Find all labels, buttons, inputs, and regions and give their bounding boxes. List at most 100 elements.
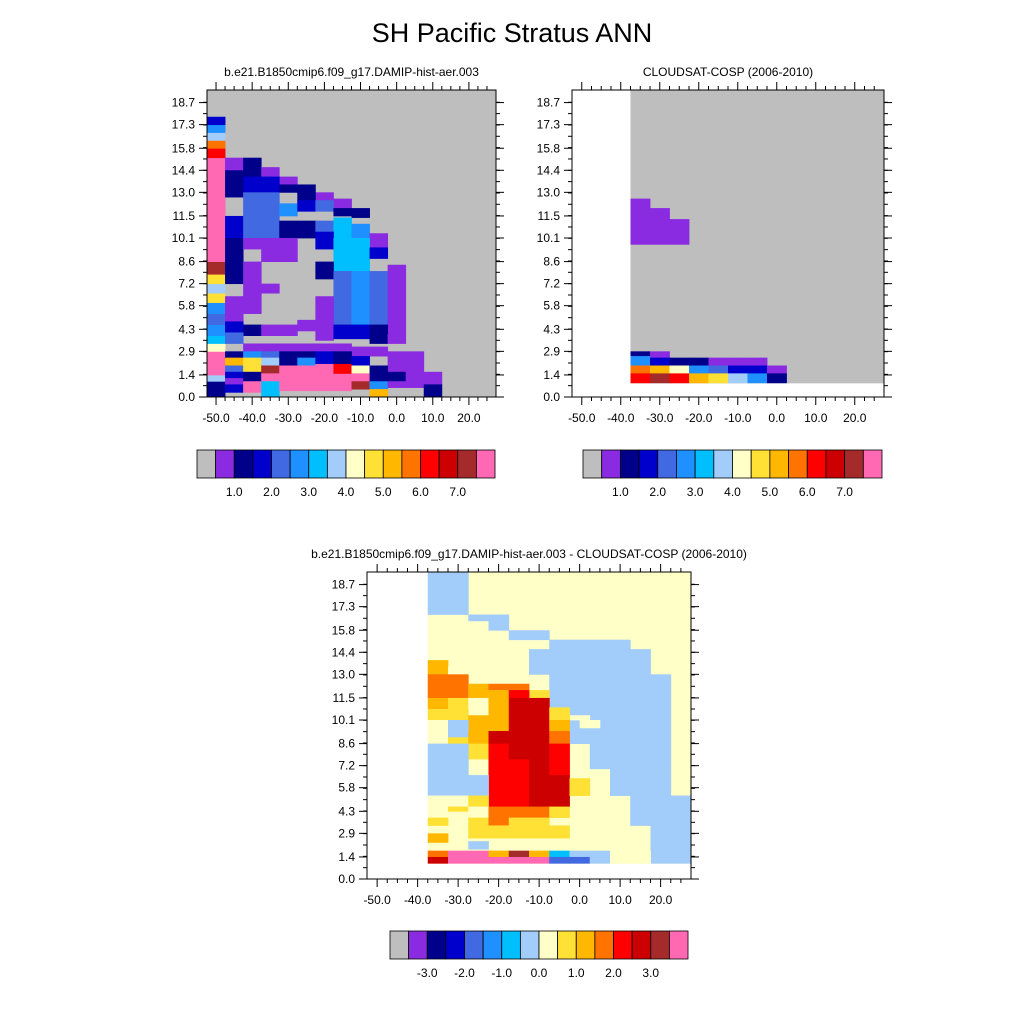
heatmap-cell [207, 140, 226, 149]
heatmap-cell [508, 806, 550, 818]
heatmap-cell [333, 363, 352, 374]
colorbar-swatch [382, 449, 403, 479]
heatmap-cell [351, 381, 370, 390]
heatmap-cell [448, 737, 469, 745]
x-tick-label: 20.0 [457, 411, 481, 425]
heatmap-cell [243, 324, 262, 336]
heatmap-cell [369, 381, 389, 390]
heatmap-cell [225, 321, 244, 333]
heatmap-cell [630, 351, 651, 357]
heatmap-cell [427, 833, 449, 844]
colorbar-label: 5.0 [762, 485, 779, 499]
heatmap-cell [261, 357, 280, 366]
panel-title: b.e21.B1850cmip6.f09_g17.DAMIP-hist-aer.… [311, 547, 747, 561]
colorbar-swatch [271, 449, 291, 479]
y-tick-label: 14.4 [172, 163, 196, 177]
heatmap-cell [279, 351, 316, 359]
colorbar-swatch [289, 449, 310, 479]
heatmap-cell [387, 334, 407, 344]
heatmap-cell [589, 850, 611, 864]
y-tick-label: 15.8 [332, 623, 356, 637]
heatmap-cell [225, 215, 244, 239]
x-tick-label: 10.0 [804, 411, 828, 425]
heatmap-cell [315, 296, 334, 332]
x-tick-label: -50.0 [202, 411, 230, 425]
colorbar-swatch [769, 449, 789, 479]
colorbar-swatch [519, 930, 540, 960]
heatmap-cell [405, 371, 425, 388]
colorbar-label: -1.0 [491, 966, 512, 980]
y-tick-label: 4.3 [543, 322, 560, 336]
colorbar-swatch [475, 449, 496, 479]
heatmap-cell [427, 850, 449, 858]
heatmap-cell [708, 365, 729, 374]
heatmap-cell [369, 365, 389, 382]
heatmap-cell [427, 743, 449, 796]
heatmap-cell [225, 296, 244, 322]
y-tick-label: 8.6 [338, 737, 355, 751]
colorbar-label: 2.0 [649, 485, 666, 499]
colorbar-swatch [401, 449, 421, 479]
heatmap-cell [243, 351, 262, 359]
heatmap-cell [689, 357, 709, 366]
colorbar-label: 3.0 [300, 485, 317, 499]
heatmap-cell [207, 261, 226, 275]
heatmap-cell [448, 806, 469, 812]
heatmap-cell [207, 335, 226, 344]
heatmap-cell [225, 371, 244, 379]
y-tick-label: 14.4 [332, 645, 356, 659]
heatmap-cell [669, 357, 690, 366]
heatmap-cell [207, 116, 226, 126]
heatmap-cell [207, 157, 226, 263]
colorbar-swatch [713, 449, 733, 479]
colorbar-swatch [196, 449, 217, 479]
y-tick-label: 15.8 [172, 141, 196, 155]
heatmap-cell [488, 614, 510, 631]
heatmap-cell [387, 351, 425, 373]
colorbar-swatch [389, 930, 410, 960]
heatmap-cell [225, 357, 244, 366]
x-tick-label: 10.0 [421, 411, 445, 425]
heatmap-cell [669, 373, 690, 384]
heatmap-cell [468, 697, 489, 710]
colorbar-label: 5.0 [375, 485, 392, 499]
colorbar-swatch [650, 930, 670, 960]
y-tick-label: 5.8 [178, 299, 195, 313]
heatmap-cell [427, 708, 469, 721]
heatmap-cell [243, 371, 262, 382]
y-tick-label: 0.0 [178, 390, 195, 404]
heatmap-cell [297, 357, 316, 366]
heatmap-cell [207, 351, 226, 376]
heatmap-cell [488, 806, 510, 818]
y-tick-label: 11.5 [538, 209, 561, 223]
colorbar-label: 0.0 [531, 966, 548, 980]
heatmap-cell [207, 381, 226, 398]
colorbar-swatch [582, 449, 603, 479]
y-tick-label: 0.0 [338, 872, 355, 886]
y-tick-label: 10.1 [537, 231, 561, 245]
colorbar-label: -2.0 [454, 966, 475, 980]
colorbar-swatch [619, 449, 640, 479]
colorbar-swatch [345, 449, 366, 479]
heatmap-cell [423, 384, 443, 398]
heatmap-cell [650, 373, 670, 384]
heatmap-cell [315, 200, 334, 212]
y-tick-label: 1.4 [543, 368, 560, 382]
heatmap-cell [315, 192, 334, 203]
colorbar-swatch [638, 449, 659, 479]
colorbar-label: 2.0 [605, 966, 622, 980]
heatmap-cell [207, 302, 226, 314]
heatmap-cell [243, 277, 262, 303]
heatmap-cell [630, 198, 651, 245]
x-tick-label: -40.0 [238, 411, 266, 425]
y-tick-label: 5.8 [543, 299, 560, 313]
heatmap-cell [488, 690, 510, 699]
colorbar-swatch [252, 449, 272, 479]
heatmap-cell [549, 806, 570, 818]
colorbar-label: 1.0 [568, 966, 585, 980]
colorbar-swatch [825, 449, 846, 479]
heatmap-cell [488, 708, 510, 732]
heatmap-cell [297, 192, 316, 203]
y-tick-label: 13.0 [172, 185, 196, 199]
heatmap-cell [508, 697, 550, 732]
